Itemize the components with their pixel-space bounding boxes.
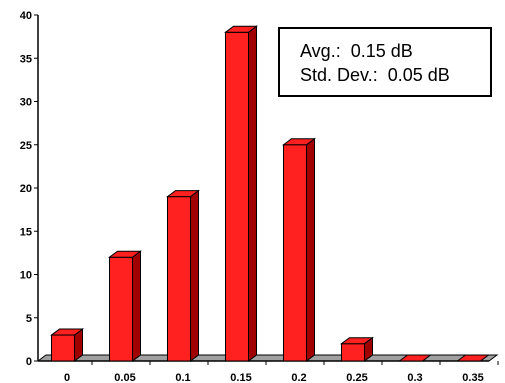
bar-0.05 bbox=[108, 250, 142, 362]
bar-0.35 bbox=[456, 354, 490, 362]
stddev-value: 0.05 dB bbox=[387, 65, 450, 85]
bar-0.25 bbox=[340, 336, 374, 362]
bar-front bbox=[283, 144, 307, 362]
bar-front bbox=[167, 196, 191, 362]
y-tick-label: 35 bbox=[20, 53, 32, 65]
bar-0 bbox=[50, 328, 84, 362]
x-tick-label: 0 bbox=[64, 372, 70, 383]
stddev-label: Std. Dev.: bbox=[300, 65, 378, 85]
y-tick-label: 25 bbox=[20, 140, 32, 152]
x-tick-label: 0.35 bbox=[462, 372, 483, 383]
x-tick-label: 0.15 bbox=[230, 372, 251, 383]
bar-front bbox=[51, 334, 75, 362]
x-tick-label: 0.25 bbox=[346, 372, 367, 383]
bar-side bbox=[190, 189, 199, 362]
x-tick-label: 0.3 bbox=[407, 372, 422, 383]
avg-label: Avg.: bbox=[300, 41, 341, 61]
bar-top bbox=[166, 190, 200, 198]
bar-front bbox=[225, 31, 249, 362]
bar-top bbox=[398, 354, 432, 362]
bar-top bbox=[50, 328, 84, 336]
y-tick-label: 5 bbox=[26, 313, 32, 325]
avg-line: Avg.: 0.15 dB bbox=[300, 39, 490, 63]
x-tick-label: 0.1 bbox=[175, 372, 190, 383]
y-tick-label: 40 bbox=[20, 10, 32, 22]
avg-value: 0.15 dB bbox=[350, 41, 413, 61]
bar-front bbox=[341, 343, 365, 362]
stddev-line: Std. Dev.: 0.05 dB bbox=[300, 63, 490, 87]
x-tick-label: 0.05 bbox=[114, 372, 135, 383]
y-tick-label: 0 bbox=[26, 356, 32, 368]
y-tick-label: 20 bbox=[20, 183, 32, 195]
bar-top bbox=[340, 337, 374, 345]
y-tick-label: 15 bbox=[20, 226, 32, 238]
bar-top bbox=[108, 250, 142, 258]
bar-side bbox=[306, 137, 315, 362]
bar-side bbox=[248, 25, 257, 362]
stats-legend-box: Avg.: 0.15 dB Std. Dev.: 0.05 dB bbox=[278, 27, 492, 97]
y-tick-label: 30 bbox=[20, 97, 32, 109]
bar-top bbox=[224, 25, 258, 33]
bar-0.2 bbox=[282, 137, 316, 362]
y-tick-label: 10 bbox=[20, 270, 32, 282]
bar-top bbox=[456, 354, 490, 362]
bar-top bbox=[282, 138, 316, 146]
bar-0.3 bbox=[398, 354, 432, 362]
bar-front bbox=[109, 256, 133, 362]
bar-0.1 bbox=[166, 189, 200, 362]
bar-0.15 bbox=[224, 25, 258, 362]
bar-side bbox=[132, 250, 141, 362]
x-tick-label: 0.2 bbox=[291, 372, 306, 383]
